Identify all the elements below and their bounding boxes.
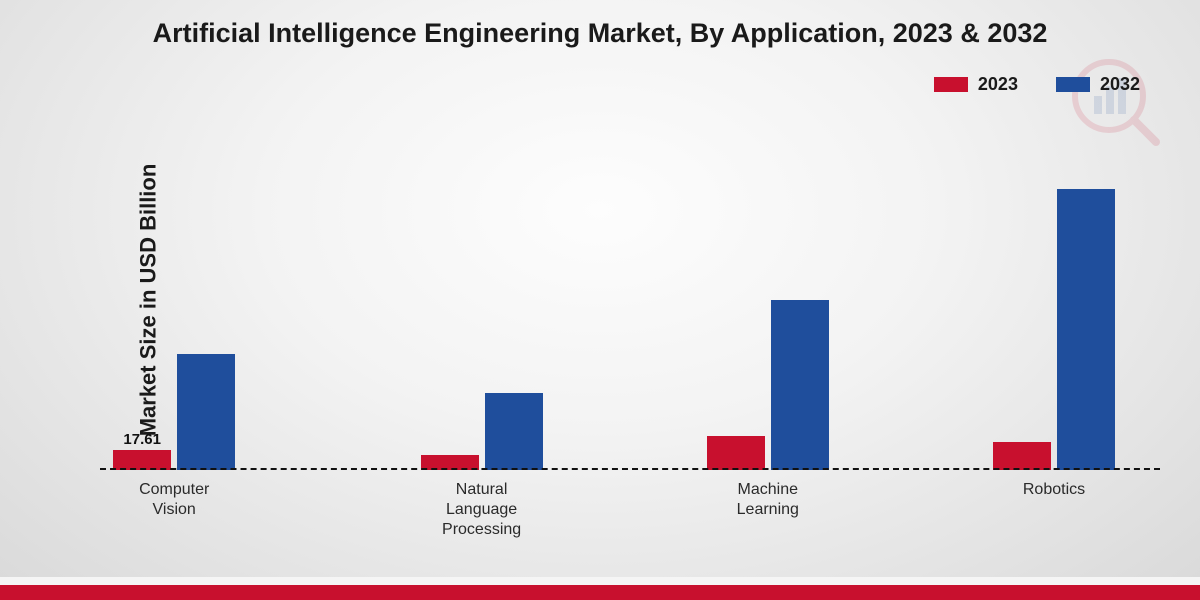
legend-swatch-2023: [934, 77, 968, 92]
x-axis-label: Machine Learning: [737, 480, 799, 520]
bar: [707, 436, 765, 470]
bar-value-label: 17.61: [123, 431, 161, 448]
x-axis-label: Natural Language Processing: [442, 480, 521, 540]
bar: [177, 354, 235, 470]
footer-bar: [0, 577, 1200, 600]
legend-item-2023: 2023: [934, 74, 1018, 95]
footer-red: [0, 585, 1200, 600]
baseline: [100, 468, 1160, 470]
bar-group: Machine Learning: [707, 300, 829, 470]
legend-item-2032: 2032: [1056, 74, 1140, 95]
bar: [993, 442, 1051, 470]
bar-group: 17.61Computer Vision: [113, 354, 235, 470]
bar-group: Natural Language Processing: [421, 393, 543, 470]
chart-title: Artificial Intelligence Engineering Mark…: [0, 18, 1200, 49]
legend-swatch-2032: [1056, 77, 1090, 92]
bar: [485, 393, 543, 470]
bar-group: Robotics: [993, 189, 1115, 470]
x-axis-label: Robotics: [1023, 480, 1085, 500]
plot-inner: 17.61Computer Vision Natural Language Pro…: [100, 130, 1160, 470]
bar: 17.61: [113, 450, 171, 470]
legend-label-2023: 2023: [978, 74, 1018, 95]
footer-white: [0, 577, 1200, 585]
legend-label-2032: 2032: [1100, 74, 1140, 95]
bar: [771, 300, 829, 470]
x-axis-label: Computer Vision: [139, 480, 209, 520]
plot-area: 17.61Computer Vision Natural Language Pro…: [100, 130, 1160, 470]
bar: [1057, 189, 1115, 470]
legend: 2023 2032: [934, 74, 1140, 95]
